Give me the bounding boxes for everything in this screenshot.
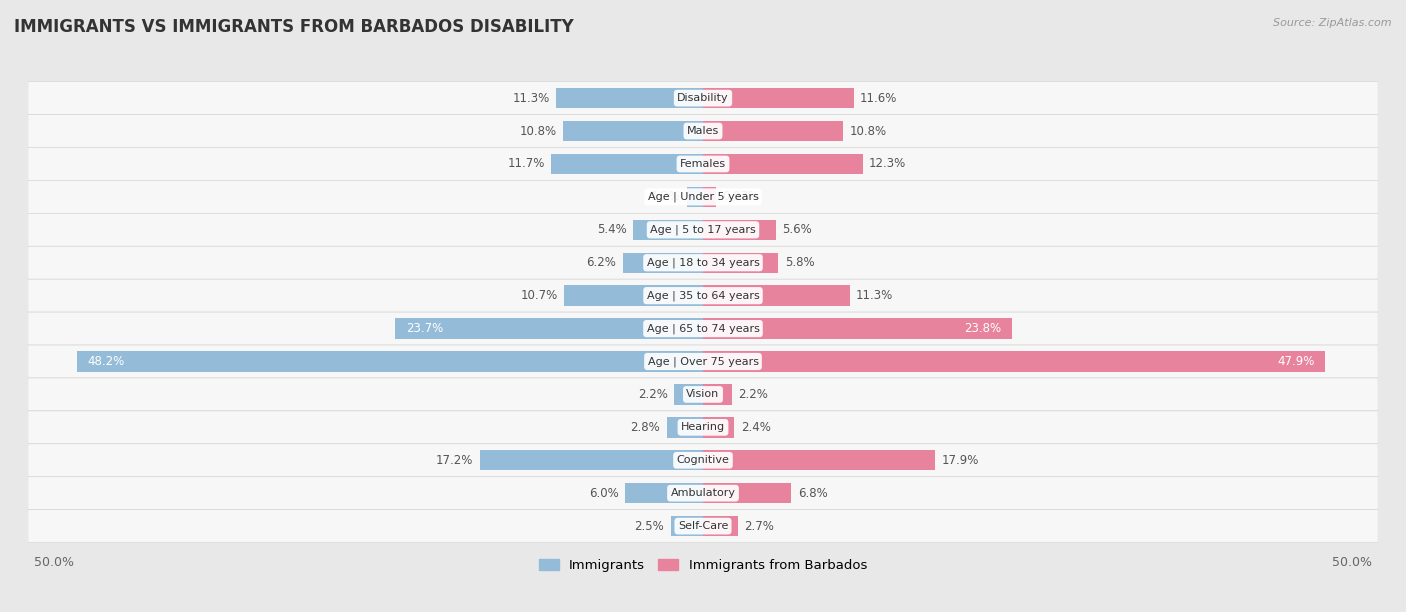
Bar xyxy=(703,483,792,504)
Text: 10.7%: 10.7% xyxy=(520,289,558,302)
Text: Age | 35 to 64 years: Age | 35 to 64 years xyxy=(647,291,759,301)
Text: 11.3%: 11.3% xyxy=(513,92,550,105)
Text: 48.2%: 48.2% xyxy=(87,355,125,368)
Legend: Immigrants, Immigrants from Barbados: Immigrants, Immigrants from Barbados xyxy=(534,554,872,578)
Bar xyxy=(703,220,776,240)
FancyBboxPatch shape xyxy=(28,147,1378,181)
Text: Age | 5 to 17 years: Age | 5 to 17 years xyxy=(650,225,756,235)
Text: 17.2%: 17.2% xyxy=(436,453,474,467)
Text: 2.4%: 2.4% xyxy=(741,421,770,434)
Text: 2.2%: 2.2% xyxy=(738,388,768,401)
Text: 47.9%: 47.9% xyxy=(1277,355,1315,368)
Bar xyxy=(623,253,703,273)
Text: Cognitive: Cognitive xyxy=(676,455,730,465)
Text: 2.2%: 2.2% xyxy=(638,388,668,401)
Bar xyxy=(703,88,853,108)
FancyBboxPatch shape xyxy=(28,378,1378,411)
Bar xyxy=(564,285,703,306)
Text: 11.3%: 11.3% xyxy=(856,289,893,302)
Text: IMMIGRANTS VS IMMIGRANTS FROM BARBADOS DISABILITY: IMMIGRANTS VS IMMIGRANTS FROM BARBADOS D… xyxy=(14,18,574,36)
Text: Source: ZipAtlas.com: Source: ZipAtlas.com xyxy=(1274,18,1392,28)
Text: Age | 65 to 74 years: Age | 65 to 74 years xyxy=(647,323,759,334)
Bar xyxy=(666,417,703,438)
FancyBboxPatch shape xyxy=(28,246,1378,279)
FancyBboxPatch shape xyxy=(28,312,1378,345)
Text: 2.8%: 2.8% xyxy=(630,421,661,434)
FancyBboxPatch shape xyxy=(28,114,1378,147)
Bar xyxy=(703,450,935,471)
Bar xyxy=(675,384,703,405)
Bar xyxy=(703,285,849,306)
Bar xyxy=(703,121,844,141)
FancyBboxPatch shape xyxy=(28,510,1378,543)
Text: Males: Males xyxy=(688,126,718,136)
FancyBboxPatch shape xyxy=(28,81,1378,114)
Bar xyxy=(557,88,703,108)
Text: Age | 18 to 34 years: Age | 18 to 34 years xyxy=(647,258,759,268)
Text: 0.97%: 0.97% xyxy=(723,190,759,203)
Bar xyxy=(633,220,703,240)
Bar xyxy=(551,154,703,174)
Text: 11.7%: 11.7% xyxy=(508,157,544,171)
Bar xyxy=(703,417,734,438)
Text: 12.3%: 12.3% xyxy=(869,157,907,171)
Bar xyxy=(77,351,703,371)
Text: Age | Over 75 years: Age | Over 75 years xyxy=(648,356,758,367)
Bar xyxy=(703,351,1324,371)
Text: 6.2%: 6.2% xyxy=(586,256,616,269)
Bar xyxy=(703,516,738,536)
FancyBboxPatch shape xyxy=(28,444,1378,477)
Text: Disability: Disability xyxy=(678,93,728,103)
Text: 6.0%: 6.0% xyxy=(589,487,619,499)
Bar xyxy=(703,154,863,174)
Text: 10.8%: 10.8% xyxy=(519,125,557,138)
Text: 23.8%: 23.8% xyxy=(965,322,1001,335)
Text: 23.7%: 23.7% xyxy=(406,322,443,335)
Bar xyxy=(395,318,703,339)
Text: Hearing: Hearing xyxy=(681,422,725,432)
Bar xyxy=(703,318,1012,339)
Text: 6.8%: 6.8% xyxy=(797,487,828,499)
FancyBboxPatch shape xyxy=(28,411,1378,444)
Text: 5.6%: 5.6% xyxy=(782,223,811,236)
FancyBboxPatch shape xyxy=(28,477,1378,510)
Text: Self-Care: Self-Care xyxy=(678,521,728,531)
Text: Age | Under 5 years: Age | Under 5 years xyxy=(648,192,758,202)
Bar xyxy=(562,121,703,141)
Text: 10.8%: 10.8% xyxy=(849,125,887,138)
Bar xyxy=(703,187,716,207)
Bar xyxy=(671,516,703,536)
Text: 2.7%: 2.7% xyxy=(745,520,775,532)
Bar xyxy=(703,384,731,405)
Bar xyxy=(703,253,779,273)
Text: 5.8%: 5.8% xyxy=(785,256,814,269)
FancyBboxPatch shape xyxy=(28,279,1378,312)
Text: Ambulatory: Ambulatory xyxy=(671,488,735,498)
Text: Females: Females xyxy=(681,159,725,169)
Text: 17.9%: 17.9% xyxy=(942,453,979,467)
Bar xyxy=(479,450,703,471)
Text: Vision: Vision xyxy=(686,389,720,400)
FancyBboxPatch shape xyxy=(28,181,1378,214)
Text: 5.4%: 5.4% xyxy=(596,223,627,236)
Text: 1.2%: 1.2% xyxy=(651,190,681,203)
Text: 11.6%: 11.6% xyxy=(860,92,897,105)
FancyBboxPatch shape xyxy=(28,345,1378,378)
Bar xyxy=(688,187,703,207)
Text: 2.5%: 2.5% xyxy=(634,520,664,532)
Bar xyxy=(626,483,703,504)
FancyBboxPatch shape xyxy=(28,214,1378,246)
